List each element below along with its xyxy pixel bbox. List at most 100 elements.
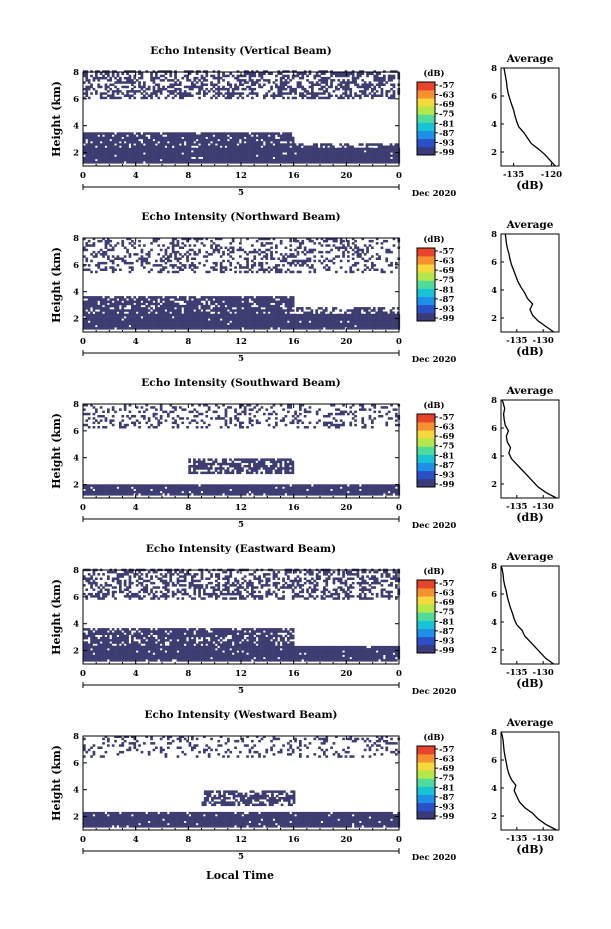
echo-cell	[277, 150, 281, 153]
echo-cell	[330, 324, 333, 328]
echo-cell	[107, 136, 110, 140]
echo-cell	[378, 83, 381, 86]
echo-cell	[270, 324, 273, 328]
echo-cell	[143, 94, 146, 97]
echo-cell	[335, 152, 338, 155]
echo-cell	[186, 76, 189, 80]
echo-cell	[258, 313, 261, 317]
echo-cell	[308, 259, 312, 263]
echo-cell	[92, 136, 96, 140]
echo-cell	[171, 322, 175, 326]
echo-cell	[176, 257, 180, 260]
echo-cell	[325, 257, 329, 260]
echo-cell	[323, 85, 326, 89]
echo-cell	[272, 324, 276, 328]
echo-cell	[335, 158, 338, 162]
panel-title: Echo Intensity (Southward Beam)	[141, 377, 340, 389]
echo-cell	[114, 90, 117, 93]
echo-cell	[279, 154, 283, 157]
echo-cell	[171, 270, 175, 274]
echo-cell	[90, 320, 93, 323]
echo-cell	[380, 270, 384, 274]
echo-cell	[229, 134, 233, 137]
echo-cell	[284, 74, 288, 78]
echo-cell	[162, 161, 165, 164]
echo-cell	[87, 298, 91, 301]
echo-cell	[181, 327, 185, 330]
echo-cell	[159, 322, 163, 326]
echo-cell	[291, 96, 295, 100]
echo-cell	[277, 154, 281, 157]
echo-cell	[107, 79, 110, 82]
echo-cell	[138, 320, 141, 323]
echo-cell	[123, 255, 127, 258]
echo-cell	[157, 87, 161, 91]
echo-cell	[320, 147, 323, 151]
echo-cell	[90, 154, 93, 157]
echo-cell	[371, 313, 374, 317]
echo-cell	[138, 143, 141, 146]
echo-cell	[349, 150, 353, 153]
echo-cell	[289, 244, 293, 247]
echo-cell	[143, 322, 146, 326]
echo-cell	[239, 309, 242, 312]
echo-cell	[83, 320, 86, 323]
echo-cell	[126, 316, 129, 319]
echo-cell	[102, 322, 105, 326]
echo-cell	[198, 298, 201, 301]
echo-cell	[339, 85, 343, 89]
echo-cell	[121, 320, 125, 323]
echo-cell	[380, 324, 384, 328]
echo-cell	[186, 134, 189, 137]
echo-cell	[200, 324, 204, 328]
echo-cell	[270, 296, 273, 299]
echo-cell	[294, 74, 297, 78]
echo-cell	[236, 309, 240, 312]
echo-cell	[143, 158, 146, 162]
echo-cell	[145, 87, 149, 91]
echo-cell	[390, 161, 393, 164]
echo-cell	[353, 309, 357, 312]
echo-cell	[255, 92, 259, 95]
echo-cell	[229, 152, 233, 155]
echo-cell	[123, 488, 127, 492]
echo-cell	[267, 298, 271, 301]
echo-cell	[380, 316, 384, 319]
echo-cell	[152, 90, 156, 93]
echo-cell	[85, 484, 89, 487]
echo-cell	[255, 270, 259, 274]
echo-cell	[246, 237, 249, 241]
echo-cell	[248, 320, 252, 323]
echo-region-2	[293, 143, 400, 151]
echo-cell	[277, 94, 281, 97]
echo-cell	[179, 136, 182, 140]
echo-cell	[251, 136, 254, 140]
average-x-tick-label: -130	[533, 336, 554, 346]
echo-cell	[300, 143, 304, 146]
echo-cell	[308, 270, 312, 274]
echo-cell	[215, 145, 218, 148]
echo-cell	[282, 156, 285, 160]
echo-cell	[275, 250, 278, 254]
echo-cell	[231, 143, 235, 146]
echo-cell	[282, 85, 285, 89]
echo-cell	[375, 74, 379, 78]
echo-cell	[123, 81, 127, 84]
echo-cell	[289, 270, 293, 274]
echo-cell	[157, 302, 161, 306]
echo-cell	[296, 85, 300, 89]
echo-cell	[373, 156, 377, 160]
echo-cell	[395, 318, 398, 321]
echo-cell	[97, 141, 101, 144]
echo-cell	[327, 85, 331, 89]
echo-cell	[347, 87, 350, 91]
echo-cell	[354, 250, 357, 254]
echo-cell	[155, 136, 158, 140]
echo-cell	[203, 264, 206, 267]
echo-cell	[107, 320, 110, 323]
echo-cell	[272, 322, 276, 326]
echo-cell	[217, 320, 221, 323]
echo-cell	[183, 156, 187, 160]
echo-cell	[229, 145, 233, 148]
echo-cell	[385, 316, 389, 319]
